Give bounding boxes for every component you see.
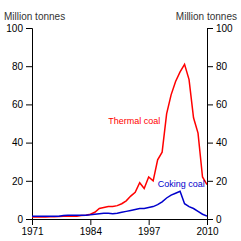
tick: 40: [207, 137, 228, 148]
tick-mark: [90, 219, 91, 225]
tick: 0: [207, 214, 222, 225]
tick-label: 100: [216, 23, 233, 34]
tick: 80: [207, 61, 228, 72]
tick: 60: [12, 99, 32, 110]
tick-label: 20: [12, 176, 24, 187]
y-axis: 0 20 40 60 80 100: [6, 23, 32, 225]
tick-mark: [149, 219, 150, 225]
tick-label: 80: [12, 61, 24, 72]
tick-label: 1984: [80, 226, 103, 237]
series-line: [32, 191, 207, 216]
y2-axis: 0 20 40 60 80 100: [207, 23, 233, 225]
plot: 1971198419972010020406080100020406080100…: [6, 23, 233, 237]
tick-label: 40: [12, 137, 24, 148]
tick-mark: [26, 66, 32, 67]
tick: 40: [12, 137, 32, 148]
tick: 80: [12, 61, 32, 72]
tick: 20: [12, 176, 32, 187]
tick: 0: [17, 214, 32, 225]
tick-mark: [26, 143, 32, 144]
tick-mark: [207, 66, 213, 67]
tick-label: 1971: [21, 226, 44, 237]
tick-mark: [26, 181, 32, 182]
tick: 1984: [80, 219, 103, 237]
tick-label: 60: [216, 99, 228, 110]
tick-label: 0: [216, 214, 222, 225]
tick: 20: [207, 176, 228, 187]
tick-mark: [26, 104, 32, 105]
tick-mark: [26, 219, 32, 220]
tick-mark: [26, 28, 32, 29]
tick: 100: [207, 23, 233, 34]
tick: 100: [6, 23, 32, 34]
chart: 1971198419972010020406080100020406080100…: [0, 0, 241, 241]
series-line: [32, 64, 207, 217]
annotation: Thermal coal: [108, 116, 160, 126]
x-axis: 1971 1984 1997 2010: [21, 219, 219, 237]
annotation: Coking coal: [158, 179, 205, 189]
tick: 1971: [21, 219, 44, 237]
tick-mark: [207, 104, 213, 105]
tick-mark: [207, 181, 213, 182]
marks: [32, 64, 207, 217]
tick-label: 100: [6, 23, 23, 34]
tick-label: 80: [216, 61, 228, 72]
tick-mark: [207, 28, 213, 29]
tick: 60: [207, 99, 228, 110]
tick-label: 20: [216, 176, 228, 187]
tick: 1997: [138, 219, 161, 237]
tick-label: 0: [17, 214, 23, 225]
tick-mark: [207, 219, 213, 220]
tick-label: 40: [216, 137, 228, 148]
axis-line: [208, 29, 214, 220]
y-axis-title: Million tonnes: [4, 11, 65, 22]
tick-label: 1997: [138, 226, 161, 237]
axis-line: [26, 29, 33, 220]
tick-mark: [207, 143, 213, 144]
axis-line: [33, 220, 208, 226]
tick-label: 60: [12, 99, 24, 110]
y2-axis-title: Million tonnes: [176, 11, 237, 22]
tick-label: 2010: [196, 226, 219, 237]
